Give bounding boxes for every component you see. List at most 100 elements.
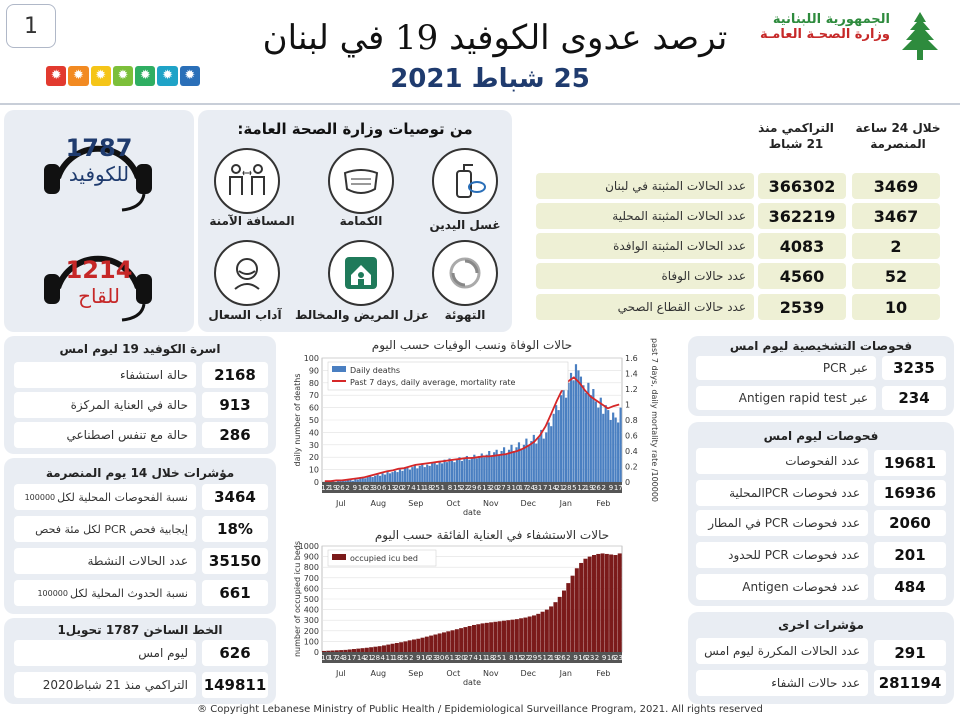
bar <box>339 650 344 652</box>
y-tick-label: 1000 <box>299 542 319 551</box>
x-tick-label: 26 <box>592 484 601 492</box>
y-tick-label: 0 <box>314 648 319 657</box>
bar <box>347 649 352 652</box>
ind14-row-label: عدد الحالات النشطة <box>14 548 196 574</box>
bar <box>502 447 506 482</box>
y-tick-label: 50 <box>309 416 319 425</box>
legend-swatch <box>332 554 346 560</box>
flower-icon: ✹ <box>179 66 200 86</box>
deaths-chart-title: حالات الوفاة ونسب الوفيات حسب اليوم <box>371 338 573 352</box>
summary-row-24h: 3467 <box>852 203 940 229</box>
bar <box>448 458 451 482</box>
x-tick-label: 15 <box>514 654 523 662</box>
x-tick-label: 16 <box>578 654 587 662</box>
bar <box>609 420 612 482</box>
bar <box>379 475 382 482</box>
ind14-row-label: إيجابية فحص PCR لكل مئة فحص <box>14 516 196 542</box>
rec-label-distance: المسافة الآمنة <box>209 214 295 228</box>
y-tick-label: 70 <box>309 391 319 400</box>
x-tick-label: 28 <box>371 654 380 662</box>
rec-label-mask: الكمامة <box>339 214 383 228</box>
y-tick-label: 60 <box>309 404 319 413</box>
x-tick-label: 18 <box>424 484 433 492</box>
bar <box>604 553 609 652</box>
beds-title: اسرة الكوفيد 19 ليوم امس <box>59 342 221 356</box>
x-tick-label: 27 <box>464 654 473 662</box>
other-indicators-title: مؤشرات اخرى <box>778 618 864 632</box>
beds-row-label: حالة استشفاء <box>14 362 196 388</box>
y-axis-label: number of occupied icu beds <box>293 541 302 657</box>
x-tick-label: 2 <box>601 484 605 492</box>
bar <box>592 555 596 652</box>
x-tick-label: 22 <box>460 484 469 492</box>
bar <box>429 635 434 652</box>
x-tick-label: 9 <box>609 484 613 492</box>
x-tick-label: 16 <box>358 484 367 492</box>
bar <box>406 467 409 482</box>
bar <box>403 468 406 482</box>
bar <box>359 478 362 482</box>
rec-label-ventilation: التهوئة <box>444 308 486 322</box>
y2-tick-label: 1.2 <box>625 385 638 394</box>
bar <box>557 596 562 652</box>
page-title: ترصد عدوى الكوفيد 19 في لبنان <box>262 18 728 58</box>
bar <box>396 472 399 482</box>
distance-icon <box>214 148 280 214</box>
bar <box>480 623 485 652</box>
bar <box>497 621 502 652</box>
legend-entry: occupied icu bed <box>350 554 418 563</box>
bar <box>416 638 421 652</box>
ind14-row-small: 100000 <box>24 492 56 502</box>
x-tick-label: 22 <box>521 654 530 662</box>
icu-chart-title: حالات الاستشفاء في العناية الفائقة حسب ا… <box>374 528 610 542</box>
vaccine-hotline-number[interactable]: 1214 <box>65 256 133 284</box>
x-tick-label: 24 <box>526 484 535 492</box>
date-strip <box>322 652 622 663</box>
rec-label-cough: آداب السعال <box>208 308 282 322</box>
x-tick-label: 6 <box>382 484 387 492</box>
ministry-line2: وزارة الصحـة العامـة <box>759 27 890 42</box>
bar <box>570 575 575 652</box>
bar <box>574 364 578 482</box>
y-tick-label: 100 <box>304 637 319 646</box>
x-tick-label: 9 <box>416 654 420 662</box>
bar <box>341 480 345 482</box>
bar <box>532 434 535 482</box>
bar <box>377 646 382 652</box>
bar <box>361 477 364 482</box>
x-tick-label: 18 <box>393 654 402 662</box>
x-tick-label: 20 <box>490 484 499 492</box>
bar <box>540 429 543 482</box>
tests-row-label: عدد فحوصات PCR للحدود <box>696 542 868 568</box>
bar <box>478 455 481 482</box>
x-axis-label: date <box>463 508 481 517</box>
header-divider <box>0 103 960 105</box>
bar <box>349 479 352 482</box>
month-label: Sep <box>408 669 423 678</box>
bar <box>488 451 491 482</box>
hotline-row-label: التراكمي منذ 21 شباط2020 <box>14 672 196 698</box>
bar <box>336 480 340 482</box>
x-tick-label: 11 <box>478 654 487 662</box>
x-tick-label: 8 <box>448 484 452 492</box>
covid-hotline-number[interactable]: 1787 <box>65 134 133 162</box>
beds-panel: اسرة الكوفيد 19 ليوم امس حالة استشفاء 21… <box>4 336 276 454</box>
bar <box>463 458 466 482</box>
x-tick-label: 11 <box>385 654 394 662</box>
x-tick-label: 2 <box>345 484 349 492</box>
bar <box>547 422 550 482</box>
summary-row-24h: 52 <box>852 263 940 289</box>
beds-row-value: 2168 <box>202 362 268 388</box>
bar <box>371 477 374 482</box>
flower-icon: ✹ <box>46 66 67 86</box>
bar <box>470 457 473 482</box>
tests-row-label: عدد فحوصات PCRالمحلية <box>696 480 868 506</box>
x-tick-label: 2 <box>566 654 570 662</box>
ind14-row-label: نسبة الفحوصات المحلية لكل 100000 <box>14 484 196 510</box>
month-label: Dec <box>521 669 536 678</box>
recommendations-panel: من توصيات وزارة الصحة العامة: غسل اليدين… <box>198 110 512 332</box>
legend-swatch <box>332 366 346 372</box>
x-tick-label: 8 <box>509 654 513 662</box>
bar <box>560 395 563 482</box>
flower-icon: ✹ <box>68 66 89 86</box>
